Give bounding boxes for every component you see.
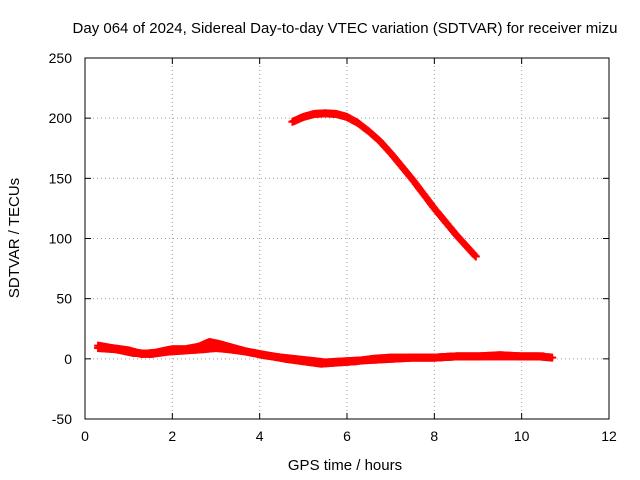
x-tick-label: 0 (81, 428, 89, 444)
x-tick-label: 8 (430, 428, 438, 444)
y-tick-label: 250 (49, 50, 73, 66)
x-tick-label: 4 (256, 428, 264, 444)
y-axis-label: SDTVAR / TECUs (6, 178, 23, 298)
x-tick-label: 12 (601, 428, 617, 444)
series-high-arc (288, 109, 480, 261)
x-tick-label: 10 (514, 428, 530, 444)
chart-title: Day 064 of 2024, Sidereal Day-to-day VTE… (73, 20, 618, 37)
data-marker (471, 252, 480, 261)
y-tick-label: 150 (49, 170, 73, 186)
y-tick-label: 50 (56, 291, 72, 307)
y-tick-labels: -50 0 50 100 150 200 250 (49, 50, 73, 427)
data-marker (539, 352, 548, 361)
x-axis-label: GPS time / hours (288, 457, 402, 474)
data-series (94, 109, 557, 368)
x-tick-labels: 0 2 4 6 8 10 12 (81, 428, 617, 444)
y-tick-label: -50 (52, 411, 72, 427)
x-tick-label: 6 (343, 428, 351, 444)
y-tick-label: 0 (64, 351, 72, 367)
series-low-band-inner (94, 344, 548, 367)
y-tick-label: 200 (49, 110, 73, 126)
axis-ticks (84, 57, 610, 420)
data-marker (548, 353, 557, 362)
data-marker (470, 251, 479, 260)
x-tick-label: 2 (168, 428, 176, 444)
y-tick-label: 100 (49, 231, 73, 247)
